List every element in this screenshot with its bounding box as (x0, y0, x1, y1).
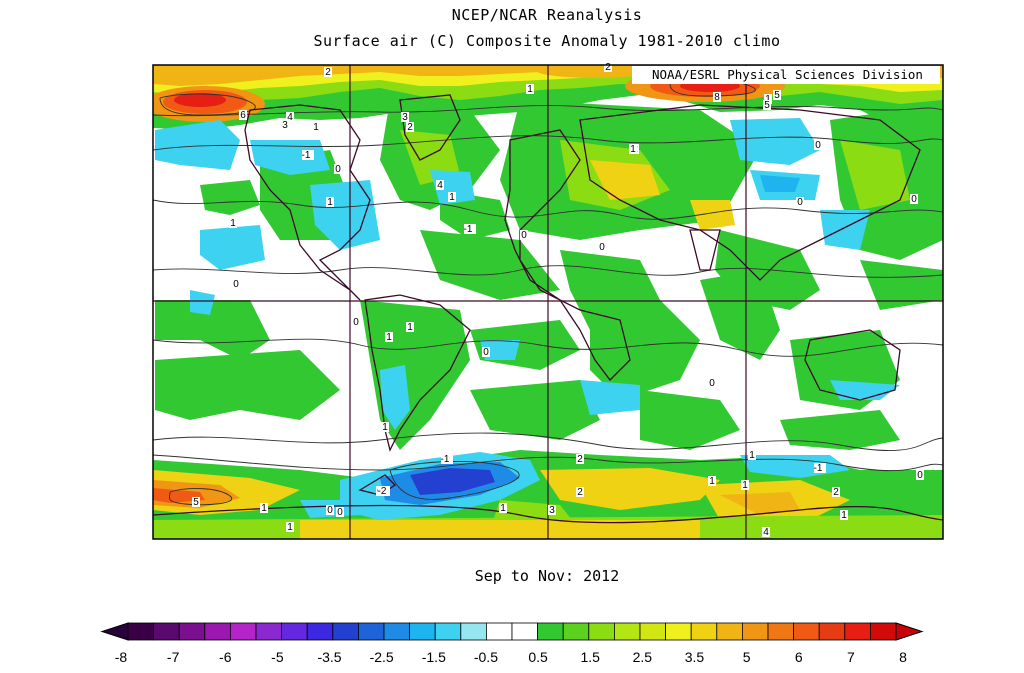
contour-value-label: 2 (577, 487, 583, 498)
contour-value-label: 0 (233, 279, 239, 290)
contour-value-label: 4 (437, 180, 443, 191)
contour-value-label: 0 (599, 242, 605, 253)
contour-value-label: 2 (577, 454, 583, 465)
contour-value-label: 0 (521, 230, 527, 241)
contour-value-label: 0 (815, 140, 821, 151)
contour-value-label: 1 (527, 84, 533, 95)
contour-value-label: 0 (327, 505, 333, 516)
contour-labels: 22164331-10121258541-11000010100102-10-2… (192, 62, 924, 538)
map-grid (153, 65, 943, 539)
chart-subtitle: Surface air (C) Composite Anomaly 1981-2… (313, 32, 781, 50)
contour-value-label: -1 (814, 463, 823, 474)
contour-value-label: 1 (313, 122, 319, 133)
contour-value-label: 5 (774, 90, 780, 101)
contour-value-label: 8 (714, 92, 720, 103)
contour-value-label: 4 (763, 527, 769, 538)
contour-value-label: 1 (449, 192, 455, 203)
contour-value-label: 0 (353, 317, 359, 328)
contour-value-label: 1 (765, 94, 771, 105)
contour-value-label: 1 (841, 510, 847, 521)
contour-value-label: 5 (193, 497, 199, 508)
contour-value-label: 1 (749, 450, 755, 461)
contour-value-label: 1 (709, 476, 715, 487)
credit-label: NOAA/ESRL Physical Sciences Division (632, 66, 940, 84)
sh-cold-patches (190, 290, 900, 430)
contour-value-label: -1 (302, 150, 311, 161)
contour-value-label: -2 (378, 486, 387, 497)
contour-value-label: 2 (605, 62, 611, 73)
contour-value-label: 0 (335, 164, 341, 175)
contour-value-label: -1 (464, 224, 473, 235)
contour-value-label: 0 (917, 470, 923, 481)
contour-value-label: 3 (549, 505, 555, 516)
contour-value-label: 1 (630, 144, 636, 155)
contour-value-label: 1 (386, 332, 392, 343)
contour-value-label: 0 (709, 378, 715, 389)
contour-value-label: 0 (911, 194, 917, 205)
contour-value-label: 2 (407, 122, 413, 133)
contour-value-label: 2 (833, 487, 839, 498)
chart-title: NCEP/NCAR Reanalysis (451, 6, 643, 24)
contour-value-label: 1 (261, 503, 267, 514)
contour-value-label: 6 (240, 110, 246, 121)
contour-value-label: 0 (797, 197, 803, 208)
contour-value-label: 1 (327, 197, 333, 208)
contour-value-label: 5 (764, 100, 770, 111)
contour-value-label: 3 (402, 112, 408, 123)
contour-value-label: -1 (441, 454, 450, 465)
contour-value-label: 1 (742, 480, 748, 491)
contour-value-label: 0 (483, 347, 489, 358)
contour-value-label: 4 (287, 112, 293, 123)
contour-value-label: 0 (337, 507, 343, 518)
contour-value-label: 2 (325, 67, 331, 78)
contour-value-label: 1 (500, 503, 506, 514)
map-frame (152, 64, 944, 540)
contour-value-label: 3 (282, 120, 288, 131)
contour-value-label: 1 (287, 522, 293, 533)
contour-value-label: 1 (230, 218, 236, 229)
contour-value-label: 1 (382, 422, 388, 433)
time-period: Sep to Nov: 2012 (474, 567, 620, 585)
nh-hot-patches (590, 160, 735, 230)
contour-value-label: 1 (407, 322, 413, 333)
